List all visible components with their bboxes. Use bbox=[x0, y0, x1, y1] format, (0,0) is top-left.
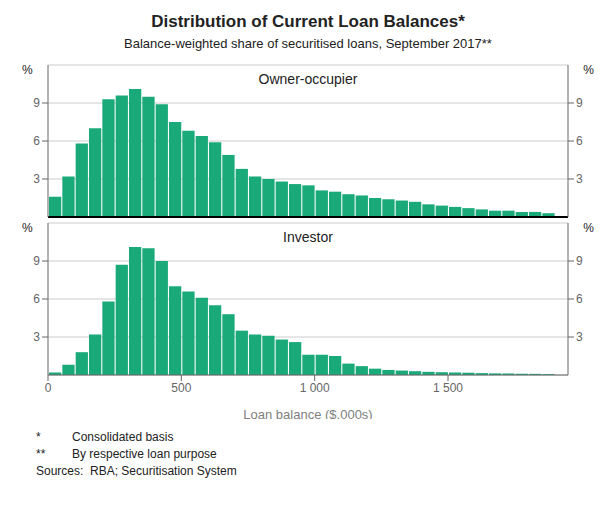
svg-text:3: 3 bbox=[33, 172, 40, 186]
html-text:Balance-weighted share of secu: Balance-weighted share of securitised lo… bbox=[124, 36, 492, 51]
svg-text:9: 9 bbox=[33, 96, 40, 110]
svg-text:3: 3 bbox=[576, 330, 583, 344]
html-text:Sources: RBA; Securitisation S: Sources: RBA; Securitisation System bbox=[36, 464, 237, 478]
html-text:Distribution of Current Loan B: Distribution of Current Loan Balances* bbox=[151, 12, 465, 31]
svg-text:0: 0 bbox=[45, 381, 52, 395]
svg-text:9: 9 bbox=[576, 96, 583, 110]
svg-text:500: 500 bbox=[171, 381, 191, 395]
svg-text:1 500: 1 500 bbox=[433, 381, 463, 395]
svg-text:9: 9 bbox=[576, 254, 583, 268]
svg-text:6: 6 bbox=[33, 134, 40, 148]
html-text:Owner-occupier: Owner-occupier bbox=[258, 71, 358, 87]
svg-text:3: 3 bbox=[576, 172, 583, 186]
svg-text:Loan balance ($,000s): Loan balance ($,000s) bbox=[243, 407, 372, 419]
svg-text:1 000: 1 000 bbox=[300, 381, 330, 395]
html-text:Consolidated basis: Consolidated basis bbox=[72, 430, 174, 444]
svg-text:6: 6 bbox=[576, 292, 583, 306]
html-text:By respective loan purpose: By respective loan purpose bbox=[72, 447, 217, 461]
svg-text:9: 9 bbox=[33, 254, 40, 268]
svg-text:3: 3 bbox=[33, 330, 40, 344]
html-text:Investor: Investor bbox=[283, 229, 333, 245]
svg-text:6: 6 bbox=[33, 292, 40, 306]
svg-text:6: 6 bbox=[576, 134, 583, 148]
